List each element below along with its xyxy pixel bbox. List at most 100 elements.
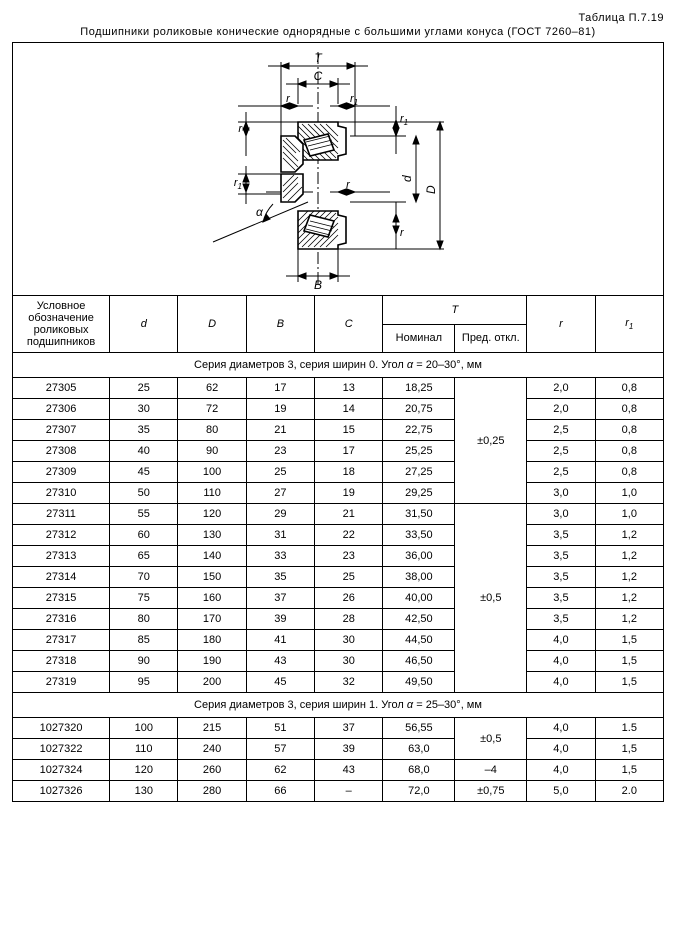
cell: 0,8 [595,420,663,441]
table-row: 102732613028066–72,0±0,755,02.0 [13,781,664,802]
cell: 4,0 [527,651,595,672]
cell: 160 [178,588,246,609]
cell: 37 [315,718,383,739]
cell: 27319 [13,672,110,693]
table-row: 273084090231725,252,50,8 [13,441,664,462]
cell: 18,25 [383,378,455,399]
page-title: Подшипники роликовые конические однорядн… [12,26,664,38]
cell: 18 [315,462,383,483]
cell: 27306 [13,399,110,420]
cell: 80 [178,420,246,441]
cell: 4,0 [527,718,595,739]
dim-D: D [424,185,438,194]
col-T-nom: Номинал [383,324,455,353]
dim-alpha: α [256,205,264,219]
cell: 1,0 [595,483,663,504]
cell: 33 [246,546,314,567]
cell: 21 [315,504,383,525]
cell: 21 [246,420,314,441]
cell: 1027326 [13,781,110,802]
dim-r1-rv: r1 [400,113,408,127]
cell: 27307 [13,420,110,441]
col-D: D [178,296,246,353]
table-row: 1027320100215513756,55±0,54,01.5 [13,718,664,739]
cell: 240 [178,739,246,760]
cell: 40 [110,441,178,462]
cell: 27305 [13,378,110,399]
cell: 1,0 [595,504,663,525]
cell: 110 [110,739,178,760]
cell: 27311 [13,504,110,525]
cell: 66 [246,781,314,802]
cell: 1,5 [595,630,663,651]
cell: 0,8 [595,378,663,399]
cell: 2,5 [527,420,595,441]
cell: 27318 [13,651,110,672]
cell: 32 [315,672,383,693]
cell: 28 [315,609,383,630]
cell: 140 [178,546,246,567]
cell-dev: ±0,5 [455,504,527,693]
cell: 68,0 [383,760,455,781]
cell: 43 [315,760,383,781]
cell: 40,00 [383,588,455,609]
cell: 36,00 [383,546,455,567]
cell: 27317 [13,630,110,651]
cell: 15 [315,420,383,441]
cell: 17 [315,441,383,462]
cell-dev: ±0,75 [455,781,527,802]
cell: 5,0 [527,781,595,802]
dim-C: C [314,69,323,83]
cell: 3,5 [527,588,595,609]
table-row: 273073580211522,752,50,8 [13,420,664,441]
cell: 37 [246,588,314,609]
col-d: d [110,296,178,353]
cell: 13 [315,378,383,399]
cell-dev: –4 [455,760,527,781]
cell: 75 [110,588,178,609]
cell: 180 [178,630,246,651]
cell: 25 [246,462,314,483]
cell: 27309 [13,462,110,483]
cell: 29 [246,504,314,525]
cell: 25,25 [383,441,455,462]
table-row: 2731995200453249,504,01,5 [13,672,664,693]
cell: 0,8 [595,462,663,483]
cell: 1,2 [595,609,663,630]
cell: 30 [315,651,383,672]
cell: 215 [178,718,246,739]
cell: 2,0 [527,378,595,399]
cell: 44,50 [383,630,455,651]
cell: 1,2 [595,567,663,588]
cell: 29,25 [383,483,455,504]
cell: 46,50 [383,651,455,672]
table-row: 2731680170392842,503,51,2 [13,609,664,630]
cell: 100 [178,462,246,483]
col-r1: r1 [595,296,663,353]
cell: 39 [315,739,383,760]
cell: 3,5 [527,567,595,588]
section-2: Серия диаметров 3, серия ширин 1. Угол α… [13,693,664,718]
col-T: T [383,296,527,325]
table-row: 2731155120292131,50±0,53,01,0 [13,504,664,525]
dim-r-lv: r [238,123,243,135]
cell: 1.5 [595,718,663,739]
cell: 4,0 [527,739,595,760]
cell: 62 [178,378,246,399]
cell: 4,0 [527,672,595,693]
table-row: 2731365140332336,003,51,2 [13,546,664,567]
table-row: 2731575160372640,003,51,2 [13,588,664,609]
cell: 90 [110,651,178,672]
cell: 14 [315,399,383,420]
cell: 85 [110,630,178,651]
cell: 63,0 [383,739,455,760]
table-row: 1027324120260624368,0–44,01,5 [13,760,664,781]
cell: 150 [178,567,246,588]
cell: 30 [315,630,383,651]
cell: 2.0 [595,781,663,802]
cell: 39 [246,609,314,630]
cell: – [315,781,383,802]
cell: 23 [246,441,314,462]
cell: 55 [110,504,178,525]
cell: 3,5 [527,525,595,546]
